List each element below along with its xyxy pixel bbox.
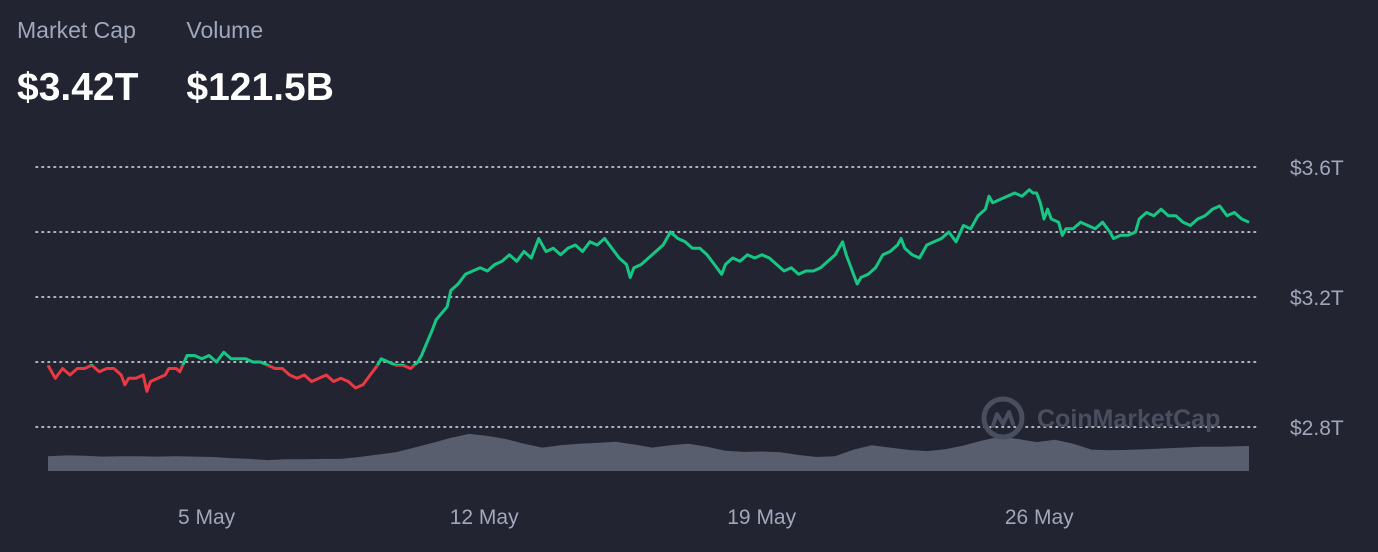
y-tick-label: $3.2T [1290, 287, 1344, 310]
stats-header: Market Cap $3.42T Volume $121.5B [17, 16, 334, 110]
y-axis-labels: $3.6T $3.2T $2.8T [1290, 157, 1344, 440]
grid-lines [35, 166, 1257, 428]
price-line-down [46, 365, 417, 393]
market-cap-value: $3.42T [17, 66, 139, 109]
volume-area-group [48, 433, 1249, 471]
x-axis-labels: 5 May 12 May 19 May 26 May [178, 506, 1074, 529]
market-cap-stat: Market Cap $3.42T [17, 16, 138, 110]
market-cap-label: Market Cap [17, 17, 136, 43]
volume-label: Volume [186, 17, 264, 43]
watermark-text: CoinMarketCap [1037, 405, 1220, 433]
price-line-up [48, 188, 1250, 366]
x-tick-label: 19 May [727, 506, 796, 529]
x-tick-label: 5 May [178, 506, 236, 529]
y-tick-label: $2.8T [1290, 417, 1344, 440]
volume-value: $121.5B [186, 66, 334, 109]
y-tick-label: $3.6T [1290, 157, 1344, 180]
volume-stat: Volume $121.5B [186, 16, 333, 110]
x-tick-label: 12 May [450, 506, 519, 529]
x-tick-label: 26 May [1005, 506, 1074, 529]
watermark: CoinMarketCap [981, 396, 1220, 440]
coinmarketcap-logo-icon [981, 396, 1025, 440]
price-line-group [46, 188, 1250, 393]
volume-area [48, 433, 1249, 471]
